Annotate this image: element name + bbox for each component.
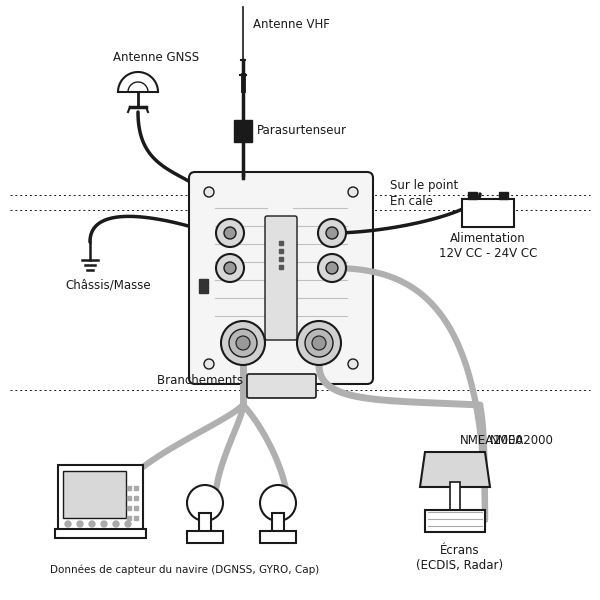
Bar bbox=[127, 486, 131, 490]
Bar bbox=[55, 529, 146, 538]
Text: Sur le point: Sur le point bbox=[390, 179, 458, 192]
Circle shape bbox=[204, 359, 214, 369]
Text: Châssis/Masse: Châssis/Masse bbox=[65, 278, 151, 291]
Text: NMEA2000: NMEA2000 bbox=[460, 433, 524, 446]
Bar bbox=[499, 192, 508, 199]
FancyBboxPatch shape bbox=[189, 172, 373, 384]
Circle shape bbox=[65, 521, 71, 527]
Bar bbox=[234, 120, 252, 142]
Bar bbox=[127, 516, 131, 520]
Bar bbox=[187, 531, 223, 543]
Text: +: + bbox=[467, 206, 478, 220]
Bar bbox=[63, 471, 126, 518]
Text: Alimentation
12V CC - 24V CC: Alimentation 12V CC - 24V CC bbox=[439, 232, 537, 260]
Circle shape bbox=[204, 187, 214, 197]
Bar bbox=[134, 506, 138, 510]
Circle shape bbox=[305, 329, 333, 357]
Circle shape bbox=[260, 485, 296, 521]
Circle shape bbox=[216, 219, 244, 247]
Bar bbox=[127, 496, 131, 500]
Circle shape bbox=[224, 262, 236, 274]
Bar bbox=[199, 279, 208, 293]
Bar bbox=[58, 465, 143, 530]
Circle shape bbox=[229, 329, 257, 357]
FancyBboxPatch shape bbox=[247, 374, 316, 398]
Circle shape bbox=[348, 187, 358, 197]
Polygon shape bbox=[420, 452, 490, 487]
Bar bbox=[462, 199, 514, 227]
FancyBboxPatch shape bbox=[265, 216, 297, 340]
Bar bbox=[127, 506, 131, 510]
Circle shape bbox=[326, 227, 338, 239]
Circle shape bbox=[318, 254, 346, 282]
Text: Parasurtenseur: Parasurtenseur bbox=[257, 124, 347, 137]
Bar bbox=[272, 513, 284, 533]
Circle shape bbox=[216, 254, 244, 282]
Bar bbox=[134, 496, 138, 500]
Text: Antenne VHF: Antenne VHF bbox=[253, 19, 330, 31]
Circle shape bbox=[125, 521, 131, 527]
Circle shape bbox=[326, 262, 338, 274]
Text: Antenne GNSS: Antenne GNSS bbox=[113, 51, 199, 64]
Text: Écrans
(ECDIS, Radar): Écrans (ECDIS, Radar) bbox=[416, 544, 503, 572]
Text: Données de capteur du navire (DGNSS, GYRO, Cap): Données de capteur du navire (DGNSS, GYR… bbox=[50, 565, 320, 575]
Circle shape bbox=[221, 321, 265, 365]
Bar bbox=[468, 192, 477, 199]
Bar bbox=[134, 516, 138, 520]
Circle shape bbox=[187, 485, 223, 521]
Circle shape bbox=[101, 521, 107, 527]
Bar bbox=[425, 510, 485, 532]
Text: −: − bbox=[498, 206, 510, 220]
Circle shape bbox=[113, 521, 119, 527]
Bar bbox=[134, 486, 138, 490]
Circle shape bbox=[89, 521, 95, 527]
Circle shape bbox=[297, 321, 341, 365]
Bar bbox=[450, 482, 460, 512]
Circle shape bbox=[312, 336, 326, 350]
Circle shape bbox=[77, 521, 83, 527]
Text: NMEA2000: NMEA2000 bbox=[490, 433, 554, 446]
Text: En cale: En cale bbox=[390, 195, 433, 208]
Circle shape bbox=[224, 227, 236, 239]
Circle shape bbox=[348, 359, 358, 369]
Circle shape bbox=[318, 219, 346, 247]
Circle shape bbox=[236, 336, 250, 350]
Bar bbox=[199, 513, 211, 533]
Text: Branchements en option: Branchements en option bbox=[157, 374, 303, 387]
Bar bbox=[260, 531, 296, 543]
